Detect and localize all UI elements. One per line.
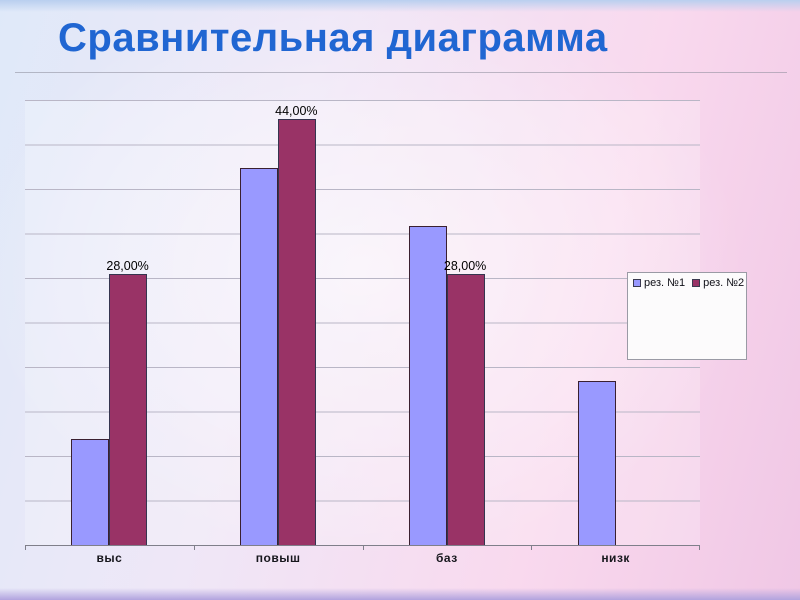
bar-groups: 28,00% 44,00% 28,00%	[25, 100, 700, 545]
data-label-повыш: 44,00%	[275, 104, 318, 119]
category-label-повыш: повыш	[255, 551, 301, 565]
legend-swatch-icon	[633, 279, 641, 287]
category-axis: выс повыш баз низк	[25, 551, 700, 565]
legend: рез. №1 рез. №2	[627, 272, 747, 360]
bar-series1-повыш	[240, 167, 279, 545]
axis-tick	[362, 546, 364, 550]
bottom-edge-glow	[0, 588, 800, 600]
plot-area: 28,00% 44,00% 28,00%	[25, 100, 700, 550]
slide-title: Сравнительная диаграмма	[58, 16, 608, 60]
legend-swatch-icon	[692, 279, 701, 287]
data-label-выс: 28,00%	[106, 259, 149, 274]
bar-group-выс: 28,00%	[25, 100, 194, 545]
bar-group-баз: 28,00%	[363, 100, 532, 545]
category-label-выс: выс	[96, 551, 123, 565]
category-label-низк: низк	[601, 551, 630, 565]
bar-series1-выс	[71, 438, 110, 545]
axis-tick	[699, 546, 700, 550]
bar-series2-баз: 28,00%	[444, 259, 486, 545]
category-label-баз: баз	[436, 551, 458, 565]
legend-entry-series1: рез. №1	[633, 277, 685, 289]
bar-series1-низк	[577, 380, 616, 545]
bar-group-низк	[531, 100, 700, 545]
legend-label: рез. №2	[703, 277, 745, 289]
legend-entries: рез. №1 рез. №2	[628, 273, 746, 293]
legend-label: рез. №1	[644, 277, 686, 289]
axis-ticks	[25, 545, 700, 550]
bar-series2-повыш: 44,00%	[275, 104, 318, 545]
axis-tick	[25, 546, 26, 550]
bar-series1-баз	[408, 225, 447, 545]
legend-entry-series2: рез. №2	[692, 277, 744, 289]
axis-tick	[193, 546, 195, 550]
bar-group-повыш: 44,00%	[194, 100, 363, 545]
bar-series2-выс: 28,00%	[106, 259, 149, 545]
axis-tick	[531, 546, 533, 550]
title-underline	[15, 72, 787, 73]
top-edge-glow	[0, 0, 800, 12]
data-label-баз: 28,00%	[443, 259, 487, 274]
